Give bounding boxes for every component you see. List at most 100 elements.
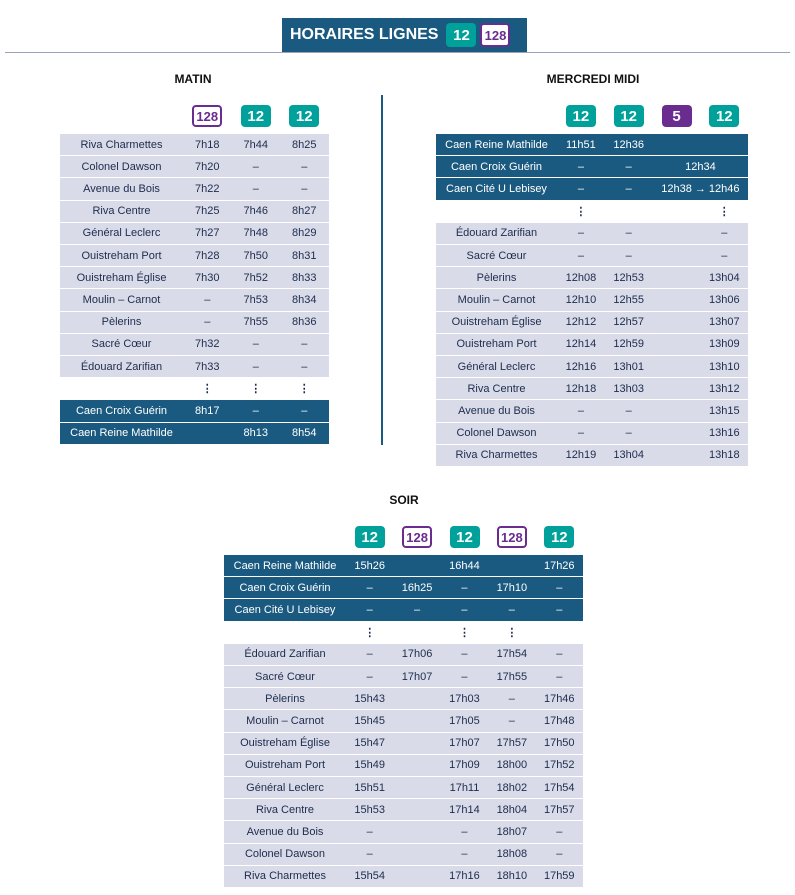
stop-name: Sacré Cœur (466, 249, 527, 262)
timetable-row: Caen Reine Mathilde 8h13 8h54 (60, 422, 329, 444)
timetable-row: Édouard Zarifian 7h33 – – (60, 356, 329, 378)
section-title: SOIR (389, 493, 419, 507)
stop-name: Moulin – Carnot (457, 293, 536, 306)
stop-name: Pèlerins (101, 316, 142, 329)
departure-time: – (301, 182, 308, 195)
line-badge: 12 (240, 105, 271, 127)
departure-time: – (577, 427, 584, 440)
departure-time: 7h27 (195, 227, 220, 240)
departure-time: 17h48 (543, 714, 575, 727)
line-badge: 128 (192, 105, 223, 127)
departure-time: 8h33 (292, 271, 317, 284)
departure-time: 12h55 (613, 293, 644, 306)
departure-time: – (461, 648, 468, 661)
departure-time: – (625, 427, 632, 440)
timetable-row: Édouard Zarifian – – – (436, 222, 749, 244)
departure-time: – (556, 670, 563, 683)
departure-time: 13h07 (708, 316, 740, 329)
departure-time: – (577, 160, 584, 173)
departure-time: 15h43 (354, 692, 385, 705)
timetable-row: Ouistreham Port 7h28 7h50 8h31 (60, 245, 329, 267)
stop-name: Caen Cité U Lebisey (234, 603, 336, 616)
stop-name: Ouistreham Port (81, 249, 162, 262)
departure-time: – (301, 360, 308, 373)
stop-name: Caen Croix Guérin (75, 404, 168, 417)
stop-name: Riva Centre (467, 382, 526, 395)
departure-time: – (252, 338, 259, 351)
departure-time: – (204, 293, 211, 306)
timetable-row: Avenue du Bois – – 18h07 – (224, 821, 583, 843)
continuation-dots: ⋮ (298, 383, 310, 396)
departure-time: 7h20 (195, 160, 220, 173)
stop-name: Sacré Cœur (255, 670, 315, 683)
departure-time: 17h46 (543, 692, 575, 705)
departure-time: – (252, 160, 259, 173)
departure-time: 12h14 (565, 338, 597, 351)
stop-name: Colonel Dawson (244, 848, 326, 861)
departure-time: 13h04 (708, 271, 740, 284)
line-badge: 12 (613, 105, 644, 127)
departure-time: – (366, 648, 373, 661)
departure-time: 15h53 (354, 803, 385, 816)
departure-time: 18h10 (496, 870, 528, 883)
departure-time: 8h17 (195, 404, 220, 417)
departure-time: 7h22 (195, 182, 220, 195)
timetable-row: Sacré Cœur 7h32 – – (60, 333, 329, 355)
line-badge: 12 (449, 526, 480, 548)
departure-time: – (461, 825, 468, 838)
timetable-row: Général Leclerc 7h27 7h48 8h29 (60, 222, 329, 244)
departure-time: 17h52 (543, 759, 575, 772)
departure-time: 12h36 (613, 138, 644, 151)
departure-time: – (204, 316, 211, 329)
continuation-dots: ⋮ (506, 626, 518, 639)
departure-time: 12h59 (613, 338, 644, 351)
continuation-dots: ⋮ (718, 205, 730, 218)
stop-name: Général Leclerc (246, 781, 324, 794)
departure-time: 8h54 (292, 427, 317, 440)
timetable-row: ⋮ ⋮ ⋮ (224, 621, 583, 643)
departure-time: – (721, 227, 728, 240)
departure-time: 15h51 (354, 781, 385, 794)
departure-time: 17h09 (449, 759, 480, 772)
stop-name: Riva Centre (255, 803, 315, 816)
timetable-row: Général Leclerc 15h51 17h11 18h02 17h54 (224, 777, 583, 799)
line-badge: 5 (661, 105, 692, 127)
stop-name: Ouistreham Port (244, 759, 326, 772)
departure-time: 18h04 (496, 803, 528, 816)
timetable-row: Caen Cité U Lebisey – – – – – (224, 599, 583, 621)
departure-time: 17h26 (543, 559, 575, 572)
timetable-row: Ouistreham Église 12h12 12h57 13h07 (436, 311, 749, 333)
timetable-row: Caen Reine Mathilde 11h51 12h36 (436, 134, 749, 156)
timetable-row: Caen Croix Guérin – 16h25 – 17h10 – (224, 577, 583, 599)
departure-time: 7h52 (243, 271, 268, 284)
departure-time: – (556, 581, 563, 594)
stop-name: Caen Reine Mathilde (445, 138, 548, 151)
continuation-dots: ⋮ (201, 383, 213, 396)
stop-name: Caen Reine Mathilde (233, 559, 337, 572)
timetable-row: Caen Croix Guérin 8h17 – – (60, 400, 329, 422)
departure-time: – (301, 160, 308, 173)
departure-time: 12h34 (685, 160, 716, 173)
departure-time: 18h08 (496, 848, 528, 861)
stop-name: Édouard Zarifian (80, 360, 163, 373)
timetable-row: Avenue du Bois – – 13h15 (436, 400, 749, 422)
departure-time: – (577, 182, 584, 195)
departure-time: 17h55 (496, 670, 528, 683)
departure-time: 7h25 (195, 205, 220, 218)
timetable-row: Sacré Cœur – 17h07 – 17h55 – (224, 666, 583, 688)
stop-name: Édouard Zarifian (244, 648, 326, 661)
departure-time: 12h16 (565, 360, 597, 373)
departure-time: – (625, 182, 632, 195)
stop-name: Avenue du Bois (246, 825, 324, 838)
departure-time: 7h50 (243, 249, 268, 262)
departure-time: 17h16 (449, 870, 480, 883)
stop-name: Général Leclerc (82, 227, 161, 240)
departure-time: 15h49 (354, 759, 385, 772)
timetable-row: Riva Charmettes 15h54 17h16 18h10 17h59 (224, 865, 583, 887)
stop-name: Pèlerins (265, 692, 305, 705)
departure-time: – (508, 603, 515, 616)
departure-time: – (414, 603, 421, 616)
column-divider (381, 95, 383, 445)
stop-name: Pèlerins (476, 271, 517, 284)
